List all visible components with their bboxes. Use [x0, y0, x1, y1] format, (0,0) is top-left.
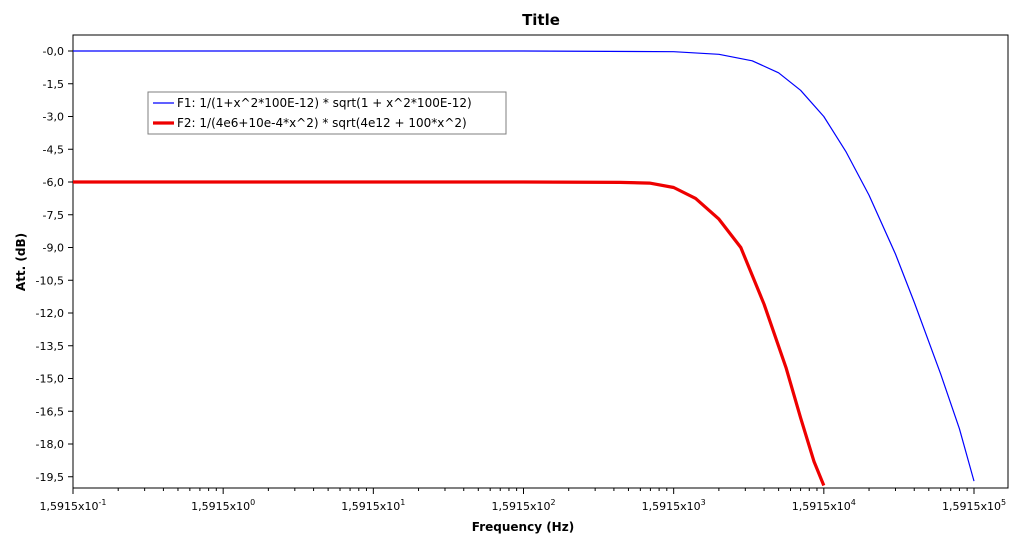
y-tick-label: -6,0 — [43, 176, 64, 189]
y-tick-label: -3,0 — [43, 111, 64, 124]
series-line-f2 — [73, 180, 826, 487]
x-tick-label: 1,5915x103 — [642, 498, 706, 513]
y-tick-label: -9,0 — [43, 242, 64, 255]
x-tick-label: 1,5915x104 — [792, 498, 856, 513]
chart-title: Title — [522, 11, 560, 29]
y-tick-label: -13,5 — [36, 340, 64, 353]
y-tick-label: -10,5 — [36, 274, 64, 287]
y-tick-label: -16,5 — [36, 405, 64, 418]
x-tick-label: 1,5915x100 — [191, 498, 255, 513]
y-axis: -0,0 -1,5 -3,0 -4,5 -6,0 -7,5 -9,0 -10,5 -12,0 -1… — [36, 45, 73, 484]
y-tick-label: -1,5 — [43, 78, 64, 91]
y-tick-label: -15,0 — [36, 373, 64, 386]
y-tick-label: -4,5 — [43, 143, 64, 156]
x-tick-label: 1,5915x101 — [341, 498, 405, 513]
legend-label-f1: F1: 1/(1+x^2*100E-12) * sqrt(1 + x^2*100… — [177, 96, 472, 110]
y-tick-label: -19,5 — [36, 471, 64, 484]
series-line-f1 — [73, 50, 975, 482]
legend: F1: 1/(1+x^2*100E-12) * sqrt(1 + x^2*100… — [147, 91, 507, 135]
x-tick-label: 1,5915x10-1 — [40, 498, 107, 513]
legend-box — [147, 91, 507, 135]
x-axis-label: Frequency (Hz) — [472, 520, 574, 534]
x-axis: 1,5915x10-1 1,5915x100 1,5915x101 1,5915x10… — [40, 488, 1006, 513]
y-tick-label: -0,0 — [43, 45, 64, 58]
x-tick-label: 1,5915x102 — [491, 498, 555, 513]
y-tick-label: -18,0 — [36, 438, 64, 451]
legend-label-f2: F2: 1/(4e6+10e-4*x^2) * sqrt(4e12 + 100*… — [177, 116, 467, 130]
x-tick-label: 1,5915x105 — [942, 498, 1006, 513]
series-layer — [73, 50, 975, 487]
y-axis-label: Att. (dB) — [14, 233, 28, 291]
y-tick-label: -7,5 — [43, 209, 64, 222]
y-tick-label: -12,0 — [36, 307, 64, 320]
